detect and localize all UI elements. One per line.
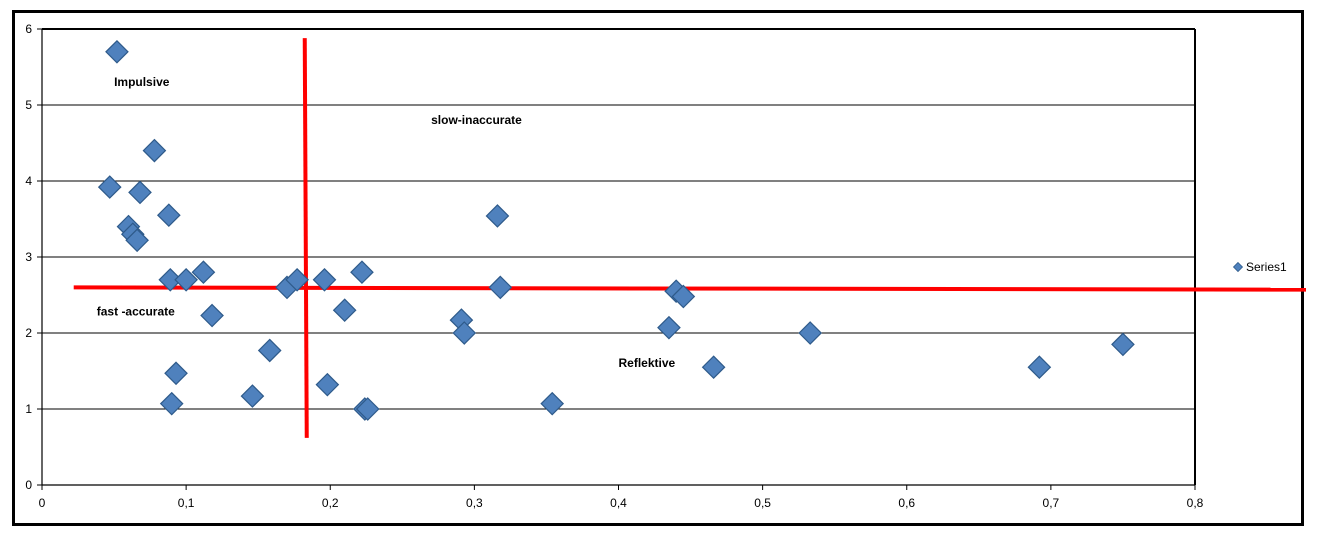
data-point-1 — [142, 138, 167, 163]
x-tick-label: 0,2 — [322, 496, 339, 510]
data-point-3 — [128, 180, 152, 205]
y-tick-label: 1 — [25, 402, 32, 416]
data-point-23 — [355, 397, 380, 421]
data-point-11 — [200, 303, 224, 328]
data-point-12 — [164, 361, 188, 386]
vertical-threshold-line — [302, 38, 309, 438]
data-point-31 — [671, 284, 696, 309]
y-tick-label: 5 — [25, 98, 32, 112]
data-point-18 — [312, 267, 337, 292]
y-tick-label: 4 — [25, 174, 32, 188]
annotation-label: slow-inaccurate — [431, 113, 522, 127]
data-point-2 — [97, 175, 122, 199]
data-point-32 — [701, 355, 726, 380]
chart-frame — [12, 10, 1304, 526]
x-tick-label: 0,7 — [1043, 496, 1060, 510]
axes — [37, 28, 1196, 490]
data-point-21 — [350, 260, 374, 285]
data-point-4 — [156, 203, 181, 228]
data-point-20 — [332, 298, 357, 323]
data-point-34 — [1027, 355, 1052, 380]
x-tick-label: 0,5 — [754, 496, 771, 510]
annotation-label: Reflektive — [619, 356, 676, 370]
x-tick-label: 0,4 — [610, 496, 627, 510]
legend: Series1 — [1232, 260, 1287, 274]
data-point-25 — [452, 321, 477, 345]
data-point-29 — [657, 315, 681, 340]
quadrant-annotations: Impulsive slow-inaccurate fast -accurate Re… — [97, 75, 676, 370]
x-tick-label: 0,6 — [898, 496, 915, 510]
data-point-0 — [105, 39, 129, 64]
data-points — [97, 39, 1135, 421]
data-point-27 — [488, 275, 513, 300]
threshold-lines — [73, 38, 1307, 438]
annotation-label: fast -accurate — [97, 305, 175, 319]
data-point-26 — [485, 204, 510, 228]
y-tick-label: 0 — [25, 478, 32, 492]
x-tick-labels: 0 0,1 0,2 0,3 0,4 0,5 0,6 0,7 0,8 — [39, 496, 1204, 510]
annotation-label: Impulsive — [114, 75, 170, 89]
data-point-15 — [257, 338, 282, 363]
data-point-35 — [1111, 332, 1135, 357]
data-point-28 — [540, 391, 565, 416]
data-point-13 — [159, 391, 184, 416]
data-point-7 — [125, 228, 149, 253]
y-tick-label: 2 — [25, 326, 32, 340]
data-point-17 — [285, 267, 309, 292]
y-tick-labels: 0 1 2 3 4 5 6 — [25, 22, 32, 492]
grid-lines — [42, 28, 1195, 410]
legend-label: Series1 — [1246, 260, 1287, 274]
x-tick-label: 0,1 — [178, 496, 195, 510]
data-point-8 — [158, 267, 183, 292]
data-point-10 — [191, 260, 216, 285]
data-point-33 — [798, 321, 823, 345]
data-point-19 — [315, 372, 340, 397]
x-tick-label: 0 — [39, 496, 46, 510]
y-tick-label: 3 — [25, 250, 32, 264]
horizontal-threshold-line — [73, 285, 1307, 292]
legend-marker — [1232, 261, 1244, 273]
data-point-14 — [240, 384, 265, 408]
data-point-9 — [174, 267, 198, 292]
y-tick-label: 6 — [25, 22, 32, 36]
x-tick-label: 0,8 — [1187, 496, 1204, 510]
x-tick-label: 0,3 — [466, 496, 483, 510]
